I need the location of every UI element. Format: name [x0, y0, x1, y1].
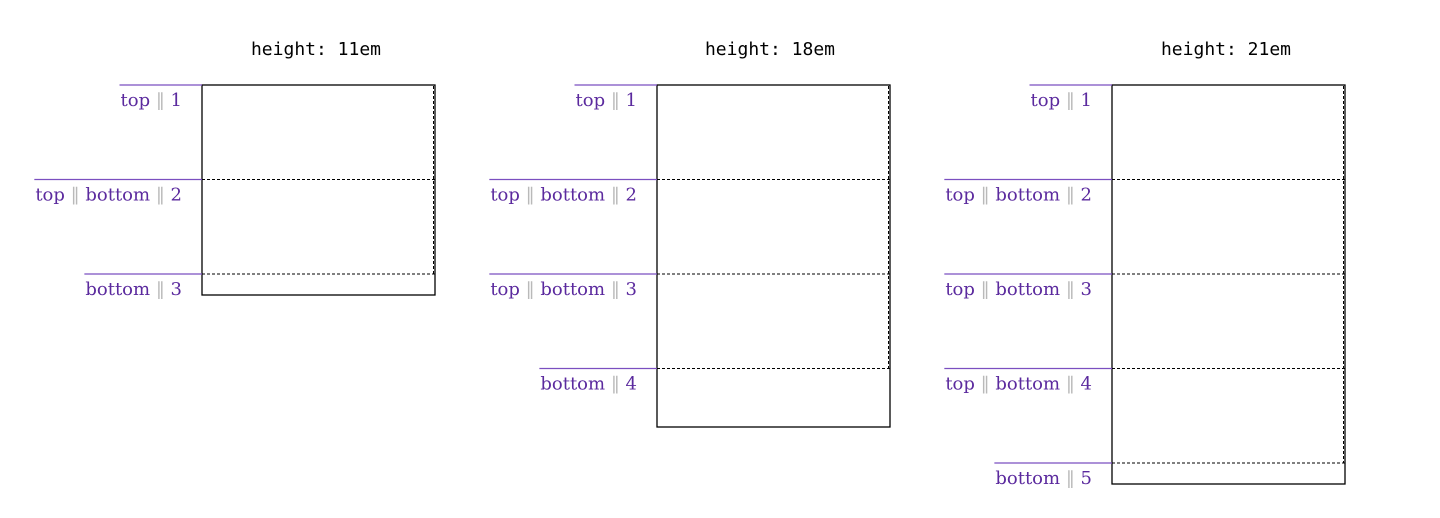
container-box	[1111, 84, 1346, 485]
line-name: bottom	[540, 279, 605, 300]
line-name: top	[1031, 90, 1061, 111]
line-label-2: top ‖ bottom ‖ 2	[35, 185, 182, 206]
line-number: 1	[171, 90, 182, 111]
separator-glyph: ‖	[605, 185, 625, 206]
line-name: bottom	[540, 374, 605, 395]
separator-glyph: ‖	[150, 90, 170, 111]
line-number: 2	[1081, 185, 1092, 206]
line-name: top	[121, 90, 151, 111]
separator-glyph: ‖	[1060, 279, 1080, 300]
line-label-5: bottom ‖ 5	[995, 468, 1092, 489]
line-name: top	[945, 374, 975, 395]
line-label-3: top ‖ bottom ‖ 3	[945, 279, 1092, 300]
line-name: top	[35, 185, 65, 206]
line-number: 3	[626, 279, 637, 300]
line-name: bottom	[85, 279, 150, 300]
line-name: top	[945, 279, 975, 300]
diagram-title: height: 18em	[705, 39, 835, 60]
line-number: 2	[171, 185, 182, 206]
line-number: 2	[626, 185, 637, 206]
separator-glyph: ‖	[605, 90, 625, 111]
line-label-1: top ‖ 1	[576, 90, 638, 111]
line-label-3: bottom ‖ 3	[85, 279, 182, 300]
separator-glyph: ‖	[520, 185, 540, 206]
line-name: top	[490, 279, 520, 300]
separator-glyph: ‖	[150, 185, 170, 206]
line-number: 3	[1081, 279, 1092, 300]
separator-glyph: ‖	[1060, 468, 1080, 489]
line-name: bottom	[540, 185, 605, 206]
line-label-4: bottom ‖ 4	[540, 374, 637, 395]
line-label-4: top ‖ bottom ‖ 4	[945, 374, 1092, 395]
container-box	[656, 84, 891, 428]
separator-glyph: ‖	[520, 279, 540, 300]
line-number: 4	[626, 374, 637, 395]
line-name: bottom	[995, 185, 1060, 206]
line-name: bottom	[995, 374, 1060, 395]
line-number: 1	[626, 90, 637, 111]
separator-glyph: ‖	[65, 185, 85, 206]
line-label-2: top ‖ bottom ‖ 2	[945, 185, 1092, 206]
diagram-title: height: 21em	[1161, 39, 1291, 60]
line-number: 3	[171, 279, 182, 300]
line-number: 5	[1081, 468, 1092, 489]
separator-glyph: ‖	[1060, 90, 1080, 111]
line-name: bottom	[85, 185, 150, 206]
line-name: bottom	[995, 468, 1060, 489]
diagram-title: height: 11em	[251, 39, 381, 60]
separator-glyph: ‖	[975, 185, 995, 206]
line-number: 1	[1081, 90, 1092, 111]
line-name: top	[490, 185, 520, 206]
line-label-2: top ‖ bottom ‖ 2	[490, 185, 637, 206]
separator-glyph: ‖	[975, 374, 995, 395]
line-label-1: top ‖ 1	[1031, 90, 1093, 111]
separator-glyph: ‖	[150, 279, 170, 300]
separator-glyph: ‖	[1060, 374, 1080, 395]
separator-glyph: ‖	[975, 279, 995, 300]
line-label-3: top ‖ bottom ‖ 3	[490, 279, 637, 300]
separator-glyph: ‖	[1060, 185, 1080, 206]
separator-glyph: ‖	[605, 374, 625, 395]
line-number: 4	[1081, 374, 1092, 395]
line-name: top	[945, 185, 975, 206]
separator-glyph: ‖	[605, 279, 625, 300]
line-name: bottom	[995, 279, 1060, 300]
line-label-1: top ‖ 1	[121, 90, 183, 111]
line-name: top	[576, 90, 606, 111]
container-box	[201, 84, 436, 296]
